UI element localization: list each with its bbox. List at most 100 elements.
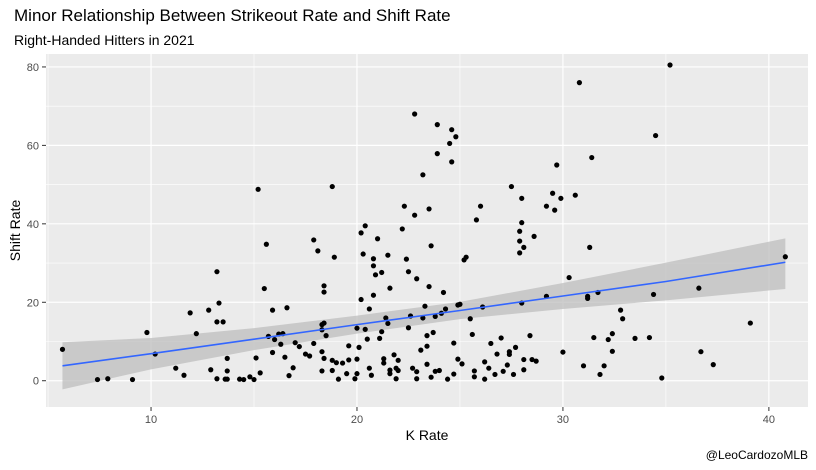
data-point xyxy=(360,251,366,257)
data-point xyxy=(418,347,424,353)
data-point xyxy=(667,62,673,68)
data-point xyxy=(494,351,500,357)
data-point xyxy=(403,256,410,262)
chart-caption: @LeoCardozoMLB xyxy=(705,448,808,462)
data-point xyxy=(362,223,368,229)
data-point xyxy=(395,367,401,374)
data-point xyxy=(471,374,477,380)
data-point xyxy=(302,351,309,357)
data-point xyxy=(346,343,352,349)
data-point xyxy=(426,283,432,290)
data-point xyxy=(451,340,457,346)
data-point xyxy=(286,373,292,379)
data-point xyxy=(471,368,477,374)
data-point xyxy=(521,356,527,363)
data-point xyxy=(247,374,253,380)
data-point xyxy=(434,122,440,128)
data-point xyxy=(253,355,259,361)
data-point xyxy=(424,343,430,349)
data-point xyxy=(208,367,214,373)
data-point xyxy=(272,336,278,343)
data-point xyxy=(473,217,480,223)
data-point xyxy=(609,348,615,354)
y-tick-label: 80 xyxy=(27,62,39,74)
data-point xyxy=(424,333,430,339)
data-point xyxy=(512,344,519,350)
data-point xyxy=(436,367,442,374)
data-point xyxy=(401,203,407,209)
data-point xyxy=(488,340,494,347)
data-point xyxy=(251,376,257,383)
data-point xyxy=(504,362,510,368)
data-point xyxy=(374,236,381,242)
y-axis-label: Shift Rate xyxy=(7,200,23,262)
data-point xyxy=(412,111,418,117)
data-point xyxy=(498,335,504,341)
data-point xyxy=(477,203,484,209)
data-point xyxy=(255,186,261,192)
data-point xyxy=(459,361,465,367)
data-point xyxy=(500,368,506,374)
data-point xyxy=(710,362,716,368)
data-point xyxy=(59,346,66,352)
data-point xyxy=(580,363,587,369)
confidence-band-area xyxy=(62,238,786,390)
data-point xyxy=(457,301,463,307)
data-point xyxy=(453,134,459,140)
data-point xyxy=(486,365,492,371)
data-point xyxy=(269,349,276,356)
data-point xyxy=(646,334,653,341)
data-point xyxy=(444,376,451,382)
data-point xyxy=(517,228,523,234)
data-point xyxy=(467,316,473,322)
data-point xyxy=(653,132,659,139)
data-point xyxy=(307,353,313,359)
x-axis-label: K Rate xyxy=(406,427,449,443)
data-point xyxy=(284,305,290,311)
data-point xyxy=(333,360,339,366)
data-point xyxy=(335,376,342,382)
data-point xyxy=(321,320,327,326)
data-point xyxy=(617,307,624,313)
data-point xyxy=(560,349,566,355)
y-tick-label: 40 xyxy=(27,219,39,231)
data-point xyxy=(519,195,525,201)
data-point xyxy=(311,340,317,347)
data-point xyxy=(323,333,329,339)
data-point xyxy=(214,319,220,325)
data-point xyxy=(329,357,335,363)
data-point xyxy=(381,356,387,362)
data-point xyxy=(370,256,377,262)
data-point xyxy=(344,371,350,377)
data-point xyxy=(370,263,377,269)
data-point xyxy=(543,203,550,209)
data-point xyxy=(698,349,704,355)
data-point xyxy=(508,183,515,190)
data-point xyxy=(385,320,391,327)
y-tick-label: 0 xyxy=(33,376,39,388)
data-point xyxy=(358,230,364,236)
gridlines xyxy=(46,54,808,407)
data-point xyxy=(358,296,364,303)
data-point xyxy=(224,368,230,374)
data-point xyxy=(144,329,150,336)
data-point xyxy=(430,329,436,336)
data-point xyxy=(554,162,560,168)
data-point xyxy=(292,340,298,346)
data-point xyxy=(129,376,136,383)
data-point xyxy=(589,154,595,161)
data-point xyxy=(414,376,420,382)
data-point xyxy=(521,367,527,373)
data-point xyxy=(442,306,449,312)
data-point xyxy=(214,269,220,275)
data-point xyxy=(696,285,702,291)
data-point xyxy=(391,352,397,358)
data-point xyxy=(354,371,360,377)
data-point xyxy=(533,358,539,364)
data-point xyxy=(257,370,263,376)
data-point xyxy=(331,254,337,260)
data-point xyxy=(321,355,327,361)
data-point xyxy=(278,341,284,347)
data-point xyxy=(597,371,603,378)
data-point xyxy=(241,376,247,383)
